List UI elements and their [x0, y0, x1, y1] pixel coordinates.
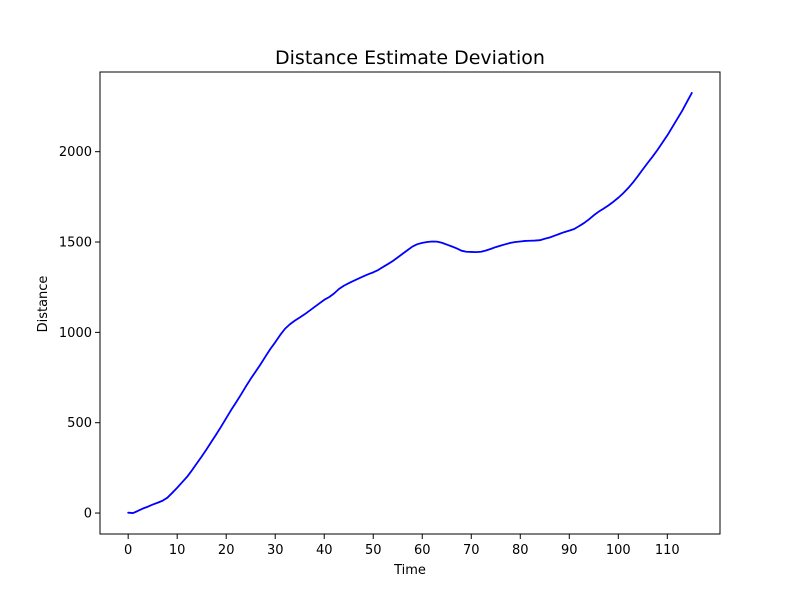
y-axis-label: Distance [36, 276, 51, 333]
x-tick-label: 20 [218, 543, 235, 558]
axes-frame [99, 71, 721, 535]
y-tick-label: 1500 [59, 236, 92, 251]
x-tick-label: 110 [655, 543, 680, 558]
x-tick-label: 90 [561, 543, 578, 558]
y-tick-label: 1000 [59, 326, 92, 341]
series-line-0 [127, 92, 693, 514]
x-tick-label: 80 [512, 543, 529, 558]
x-tick-label: 30 [267, 543, 284, 558]
x-tick-label: 50 [365, 543, 382, 558]
plot-area: 0 10 20 30 40 50 60 70 80 90 100 110 0 500 1000 1500 200… [59, 71, 721, 558]
x-tick-label: 100 [606, 543, 631, 558]
y-tick-label: 500 [67, 416, 92, 431]
x-tick-label: 60 [414, 543, 431, 558]
x-tick-label: 0 [124, 543, 132, 558]
y-tick-label: 2000 [59, 145, 92, 160]
x-tick-label: 10 [169, 543, 186, 558]
chart-title: Distance Estimate Deviation [275, 47, 545, 69]
x-tick-label: 70 [463, 543, 480, 558]
x-axis-label: Time [393, 563, 426, 578]
x-tick-label: 40 [316, 543, 333, 558]
y-tick-label: 0 [84, 507, 92, 522]
